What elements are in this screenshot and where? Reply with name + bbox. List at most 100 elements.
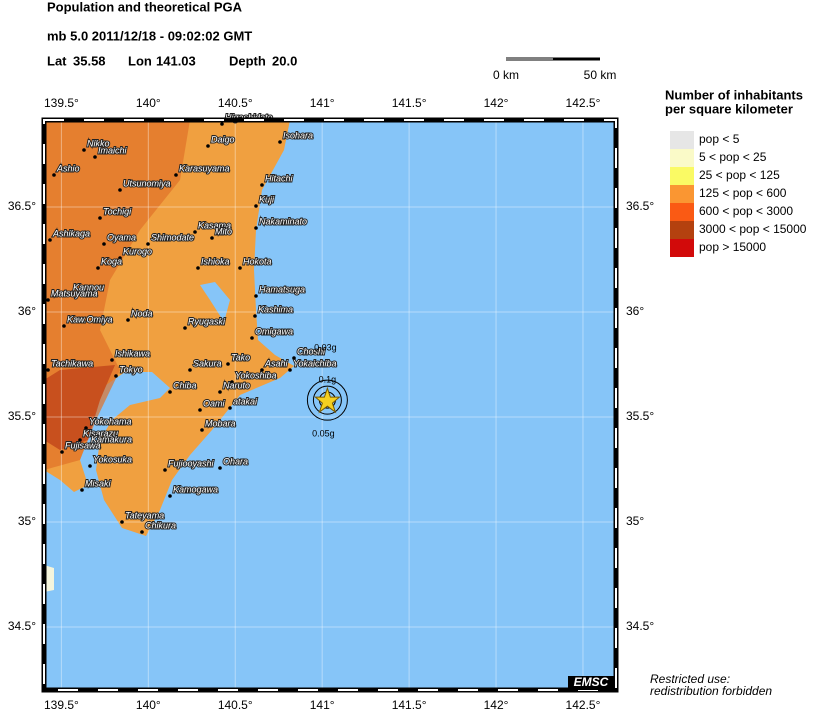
y-tick-label: 35.5° [626, 409, 654, 423]
footer: Restricted use: [650, 672, 730, 686]
city-dot [228, 406, 232, 410]
city-label: Kisarazu [83, 428, 118, 438]
city-label: Fujiooyashi [168, 458, 215, 468]
city-dot [278, 140, 282, 144]
city-label: Kasama [198, 220, 231, 230]
city-dot [210, 236, 214, 240]
city-dot [288, 368, 292, 372]
city-dot [86, 444, 90, 448]
city-label: Asahi [264, 358, 289, 368]
y-tick-label: 35° [18, 514, 36, 528]
legend-swatch [670, 203, 694, 221]
pga-label: 0.1g [319, 375, 337, 385]
city-dot [200, 428, 204, 432]
city-dot [253, 314, 257, 318]
scale-end: 50 km [584, 68, 617, 82]
legend-swatch [670, 167, 694, 185]
x-tick-label: 142.5° [566, 96, 601, 110]
city-label: Tachikawa [51, 358, 93, 368]
city-label: Isohara [283, 130, 313, 140]
x-tick-label: 142° [484, 698, 509, 712]
city-dot [188, 368, 192, 372]
city-label: Naruto [223, 380, 250, 390]
y-tick-label: 34.5° [626, 619, 654, 633]
city-dot [218, 390, 222, 394]
city-dot [60, 450, 64, 454]
city-dot [84, 426, 88, 430]
city-label: Ishioka [201, 256, 230, 266]
lon-label: Lon [128, 53, 152, 68]
city-dot [183, 326, 187, 330]
city-label: Nakaminato [259, 216, 307, 226]
city-dot [238, 266, 242, 270]
lat-value: 35.58 [73, 53, 106, 68]
city-label: Oyama [107, 232, 136, 242]
city-label: Ohara [223, 456, 248, 466]
lake [200, 282, 230, 322]
city-label: Ryugaski [188, 316, 226, 326]
city-label: Daigo [211, 134, 235, 144]
x-tick-label: 141.5° [392, 698, 427, 712]
city-dot [68, 292, 72, 296]
city-label: Kannou [73, 282, 104, 292]
x-tick-label: 139.5° [44, 96, 79, 110]
city-dot [96, 266, 100, 270]
x-tick-label: 142° [484, 96, 509, 110]
city-dot [126, 318, 130, 322]
y-tick-label: 36° [626, 304, 644, 318]
city-dot [168, 390, 172, 394]
x-tick-label: 140.5° [218, 96, 253, 110]
city-label: Matsuyama [51, 288, 98, 298]
y-tick-label: 36.5° [8, 199, 36, 213]
city-dot [118, 256, 122, 260]
frame-dash [43, 119, 617, 691]
city-dot [168, 494, 172, 498]
pga-label: 0.03g [314, 343, 337, 353]
x-tick-label: 141° [310, 96, 335, 110]
y-tick-label: 34.5° [8, 619, 36, 633]
city-label: Ashio [56, 163, 80, 173]
city-dot [230, 380, 234, 384]
land-urban [44, 365, 115, 450]
city-label: Fujisawa [65, 440, 101, 450]
city-label: Utsunomiya [123, 178, 171, 188]
pga-circle [312, 385, 342, 415]
city-dot [140, 530, 144, 534]
city-label: Kamakura [91, 434, 132, 444]
city-label: Nikko [87, 138, 110, 148]
city-dot [226, 362, 230, 366]
legend-swatch [670, 221, 694, 239]
y-tick-label: 35.5° [8, 409, 36, 423]
legend-swatch [670, 149, 694, 167]
city-label: Kashima [258, 304, 293, 314]
city-dot [196, 266, 200, 270]
city-label: Tako [231, 352, 250, 362]
x-tick-label: 141.5° [392, 96, 427, 110]
city-dot [193, 230, 197, 234]
city-label: Tokyo [119, 364, 143, 374]
city-dot [260, 183, 264, 187]
city-label: Mito [215, 226, 232, 236]
city-label: Chiba [173, 380, 197, 390]
lat-label: Lat [47, 53, 67, 68]
legend-label: 600 < pop < 3000 [699, 204, 793, 218]
depth-label: Depth [229, 53, 266, 68]
title: Population and theoretical PGA [47, 0, 243, 14]
city-label: Kaw.Omiya [67, 314, 113, 324]
city-dot [48, 238, 52, 242]
city-dot [88, 464, 92, 468]
city-label: Yokoshiba [235, 370, 277, 380]
y-tick-label: 35° [626, 514, 644, 528]
city-dot [118, 188, 122, 192]
legend-label: pop > 15000 [699, 240, 766, 254]
y-tick-label: 36° [18, 304, 36, 318]
city-dot [220, 122, 224, 126]
legend-swatch [670, 239, 694, 257]
pga-circle [306, 379, 348, 421]
legend-title: Number of inhabitants [665, 87, 803, 102]
city-dot [93, 155, 97, 159]
city-label: Yokohama [89, 416, 132, 426]
city-dot [46, 298, 50, 302]
lon-value: 141.03 [156, 53, 196, 68]
legend-title: per square kilometer [665, 101, 793, 116]
